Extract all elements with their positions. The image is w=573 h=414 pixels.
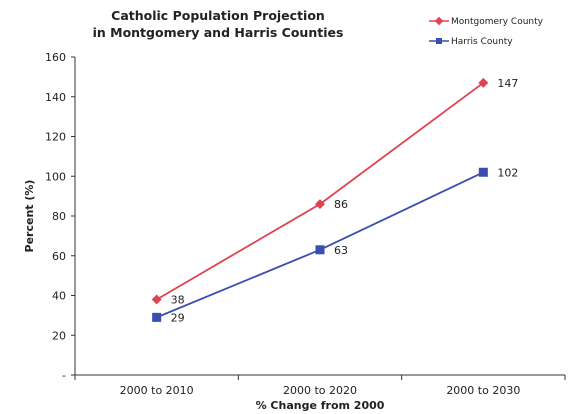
y-axis-ticks: - 20 40 60 80 100 120 140 160 (45, 51, 75, 382)
data-label-harris: 63 (334, 244, 348, 257)
data-label-montgomery: 147 (497, 77, 518, 90)
chart-title-line-2: in Montgomery and Harris Counties (93, 25, 344, 40)
x-tick-label: 2000 to 2010 (120, 384, 194, 397)
x-axis-ticks: 2000 to 2010 2000 to 2020 2000 to 2030 (74, 375, 566, 397)
data-label-montgomery: 86 (334, 198, 348, 211)
data-label-harris: 29 (171, 311, 185, 324)
y-tick-label: 160 (45, 51, 66, 64)
series-layer: 38 86 147 29 63 102 (151, 77, 518, 324)
y-tick-label: - (62, 369, 66, 382)
x-tick-label: 2000 to 2030 (446, 384, 520, 397)
y-tick-label: 40 (52, 290, 66, 303)
legend-label-harris: Harris County (451, 37, 513, 47)
series-line-montgomery (156, 82, 484, 301)
y-axis-title: Percent (%) (23, 180, 36, 253)
chart-title-line-1: Catholic Population Projection (111, 8, 325, 23)
data-point-harris (478, 167, 488, 177)
data-label-montgomery: 38 (171, 293, 185, 306)
y-tick-label: 120 (45, 131, 66, 144)
data-label-harris: 102 (497, 166, 518, 179)
data-point-harris (315, 245, 325, 255)
x-axis-title: % Change from 2000 (256, 399, 385, 412)
y-tick-label: 60 (52, 250, 66, 263)
y-tick-label: 100 (45, 170, 66, 183)
legend: Montgomery County Harris County (429, 16, 544, 47)
y-tick-label: 20 (52, 329, 66, 342)
legend-label-montgomery: Montgomery County (451, 17, 544, 27)
legend-marker-montgomery (434, 16, 444, 26)
legend-marker-harris (436, 38, 442, 44)
y-tick-label: 140 (45, 91, 66, 104)
x-tick-label: 2000 to 2020 (283, 384, 357, 397)
data-point-montgomery (151, 294, 162, 305)
data-point-montgomery (315, 199, 325, 210)
y-tick-label: 80 (52, 210, 66, 223)
series-line-harris (156, 171, 484, 319)
data-point-harris (152, 312, 162, 322)
